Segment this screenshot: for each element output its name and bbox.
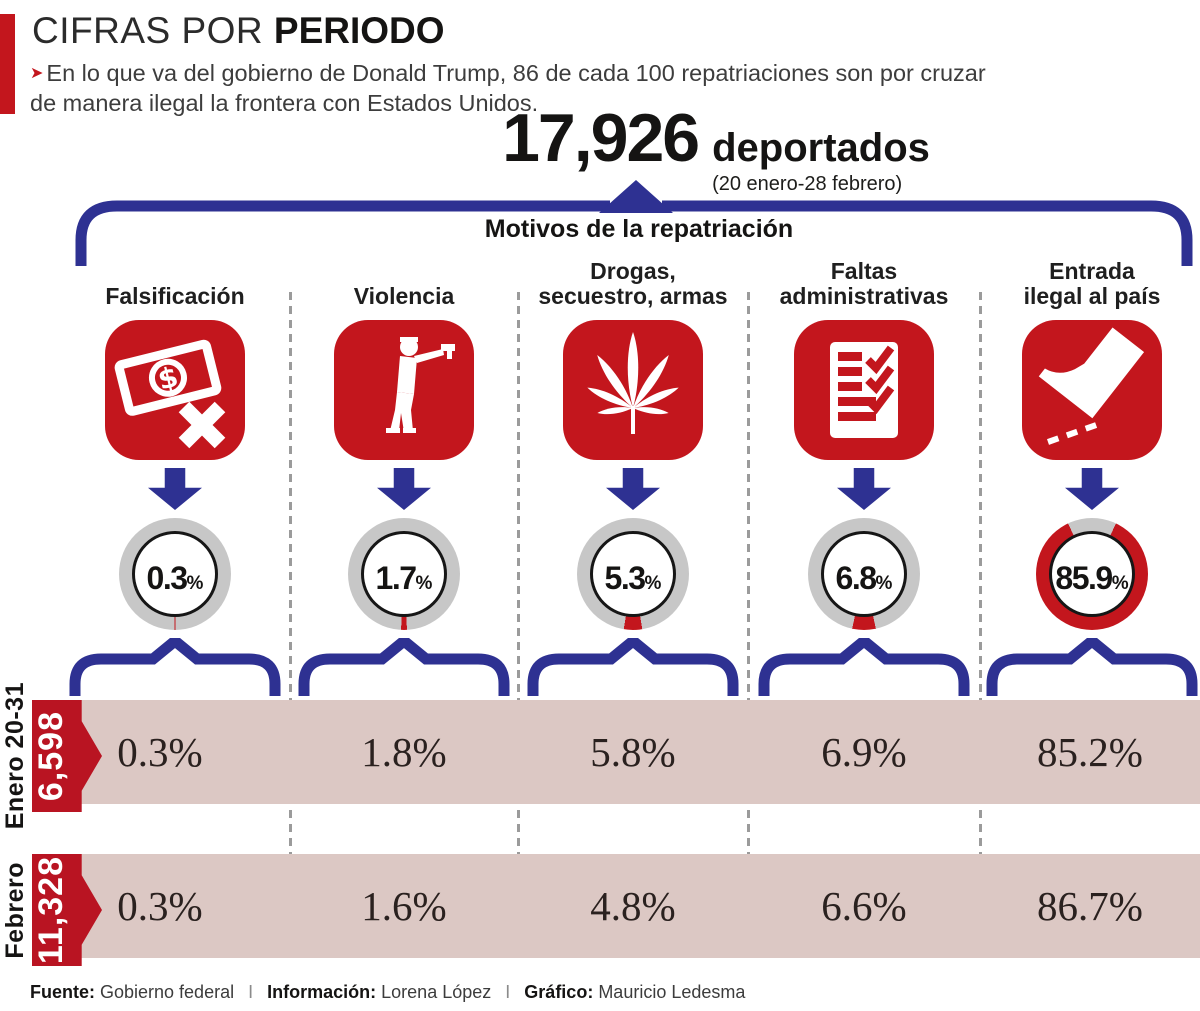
column-separator xyxy=(747,292,750,962)
page-title: CIFRAS POR PERIODO xyxy=(32,10,445,52)
page-title-light: CIFRAS POR xyxy=(32,10,274,51)
page-title-bold: PERIODO xyxy=(273,10,445,51)
column-separator xyxy=(517,292,520,962)
period-label: (20 enero-28 febrero) xyxy=(712,173,903,195)
donut-chart-falsificacion: 0.3% xyxy=(119,518,231,630)
donut-chart-entrada-ilegal: 85.9% xyxy=(1036,518,1148,630)
marijuana-leaf-icon xyxy=(563,320,703,460)
down-arrow-icon xyxy=(148,468,202,510)
boot-border-crossing-icon xyxy=(1022,320,1162,460)
top-bracket xyxy=(75,180,1193,266)
category-label: Violencia xyxy=(353,283,455,310)
band-value: 1.8% xyxy=(361,729,447,775)
intro-text: ➤ En lo que va del gobierno de Donald Tru… xyxy=(30,58,986,118)
down-arrow-icon xyxy=(1065,468,1119,510)
donut-chart-drogas: 5.3% xyxy=(577,518,689,630)
category-column-violencia: Violencia 1.7% xyxy=(289,252,519,698)
row-label-febrero: Febrero xyxy=(0,861,29,959)
down-arrow-icon xyxy=(837,468,891,510)
gunman-icon xyxy=(334,320,474,460)
column-brace xyxy=(69,638,281,696)
category-column-drogas: Drogas, secuestro, armas 5.3% xyxy=(518,252,748,698)
total-label: deportados xyxy=(712,126,930,170)
febrero-band: 0.3% 1.6% 4.8% 6.6% 86.7% xyxy=(32,854,1200,958)
category-label: Drogas, secuestro, armas xyxy=(538,257,728,310)
footer-separator: I xyxy=(505,982,511,1002)
band-value: 5.8% xyxy=(590,729,676,775)
total-deportados: 17,926 deportados (20 enero-28 febrero) xyxy=(0,100,1200,196)
down-arrow-icon xyxy=(377,468,431,510)
enero-band: 0.3% 1.8% 5.8% 6.9% 85.2% xyxy=(32,700,1200,804)
footer-info-value: Lorena López xyxy=(376,982,492,1002)
band-value: 0.3% xyxy=(117,883,203,929)
band-value: 6.9% xyxy=(821,729,907,775)
footer-info-label: Información: xyxy=(267,982,377,1002)
donut-percentage: 1.7 xyxy=(375,560,417,596)
band-value: 0.3% xyxy=(117,729,203,775)
intro-line-1: En lo que va del gobierno de Donald Trum… xyxy=(46,60,986,86)
band-value: 4.8% xyxy=(590,883,676,929)
donut-percentage: 85.9 xyxy=(1055,560,1113,596)
arrow-bullet-icon: ➤ xyxy=(30,65,44,82)
footer-credit-label: Gráfico: xyxy=(524,982,594,1002)
band-value: 85.2% xyxy=(1037,729,1143,775)
donut-percentage: 0.3 xyxy=(146,560,188,596)
donut-percentage: 5.3 xyxy=(604,560,646,596)
footer-separator: I xyxy=(248,982,254,1002)
column-separator xyxy=(979,292,982,962)
column-brace xyxy=(298,638,510,696)
category-column-entrada-ilegal: Entrada ilegal al país 85.9% xyxy=(977,252,1200,698)
total-count: 17,926 xyxy=(502,100,700,176)
down-arrow-icon xyxy=(606,468,660,510)
section-title: Motivos de la repatriación xyxy=(484,215,794,243)
footer-credits: Fuente: Gobierno federal I Información: … xyxy=(30,982,745,1003)
column-brace xyxy=(986,638,1198,696)
column-brace xyxy=(758,638,970,696)
footer-source-label: Fuente: xyxy=(30,982,95,1002)
category-column-falsificacion: Falsificación $ 0.3% xyxy=(60,252,290,698)
category-label: Faltas administrativas xyxy=(779,257,949,310)
column-separator xyxy=(289,292,292,962)
row-label-enero: Enero 20-31 xyxy=(0,682,29,830)
enero-total: 6,598 xyxy=(32,710,70,802)
footer-source-value: Gobierno federal xyxy=(95,982,235,1002)
donut-chart-faltas: 6.8% xyxy=(808,518,920,630)
donut-percentage: 6.8 xyxy=(835,560,877,596)
category-label: Falsificación xyxy=(105,283,245,310)
category-column-faltas: Faltas administrativas 6.8% xyxy=(749,252,979,698)
donut-chart-violencia: 1.7% xyxy=(348,518,460,630)
counterfeit-bill-icon: $ xyxy=(105,320,245,460)
febrero-total: 11,328 xyxy=(32,855,70,965)
footer-credit-value: Mauricio Ledesma xyxy=(593,982,746,1002)
intro-line-2: de manera ilegal la frontera con Estados… xyxy=(30,90,539,117)
band-value: 1.6% xyxy=(361,883,447,929)
band-value: 6.6% xyxy=(821,883,907,929)
title-accent-bar xyxy=(0,14,15,114)
column-brace xyxy=(527,638,739,696)
category-label: Entrada ilegal al país xyxy=(1023,257,1161,310)
band-value: 86.7% xyxy=(1037,883,1143,929)
checklist-icon xyxy=(794,320,934,460)
